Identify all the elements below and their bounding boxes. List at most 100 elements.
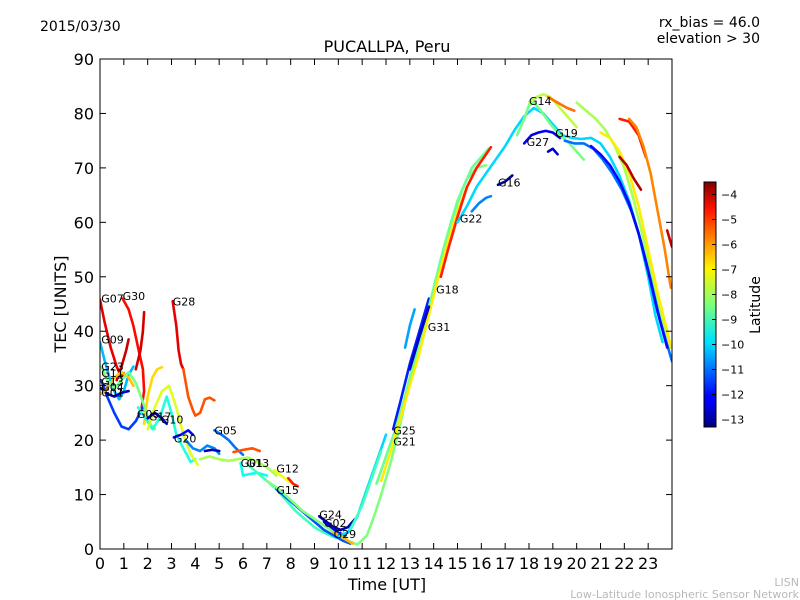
satellite-label: G15	[276, 484, 299, 497]
rx-bias-label: rx_bias = 46.0	[659, 15, 760, 31]
x-tick-label: 6	[238, 554, 248, 573]
tec-track	[546, 147, 559, 156]
x-tick-label: 21	[590, 554, 610, 573]
satellite-label: G07	[101, 293, 124, 306]
x-tick-label: 23	[638, 554, 658, 573]
satellite-label: G10	[161, 413, 184, 426]
credit-line-1: LISN	[774, 576, 799, 589]
x-tick-label: 20	[566, 554, 586, 573]
x-axis-label: Time [UT]	[347, 575, 426, 594]
tec-track	[203, 448, 221, 453]
tec-track	[121, 297, 146, 409]
x-tick-label: 19	[543, 554, 563, 573]
colorbar-label: Latitude	[748, 276, 764, 334]
colorbar-tick-label: −8	[721, 289, 737, 302]
colorbar-tick-label: −5	[721, 214, 737, 227]
satellite-label: G05	[214, 424, 237, 437]
x-tick-label: 11	[352, 554, 372, 573]
x-tick-label: 5	[214, 554, 224, 573]
colorbar-ticks: −4 −5 −6 −7 −8 −9 −10 −11 −12 −13	[712, 189, 744, 427]
colorbar-tick-label: −13	[721, 414, 744, 427]
tec-track	[100, 370, 135, 396]
satellite-label: G16	[498, 177, 521, 190]
x-tick-label: 16	[471, 554, 491, 573]
x-tick-label: 9	[309, 554, 319, 573]
satellite-label: G29	[334, 528, 357, 541]
date-label: 2015/03/30	[40, 19, 121, 35]
satellite-label: G21	[393, 436, 416, 449]
satellite-label: G17	[149, 411, 172, 424]
y-tick-label: 80	[74, 104, 94, 123]
x-tick-label: 4	[190, 554, 200, 573]
tec-track	[665, 229, 672, 249]
tec-track	[100, 387, 130, 398]
satellite-label: G31	[428, 321, 451, 334]
tec-track	[142, 365, 164, 426]
tec-track	[599, 131, 672, 349]
y-axis-ticks: 0 10 20 30 40 50 60 70 80 90	[74, 50, 672, 559]
tec-track	[515, 101, 586, 161]
tec-track	[522, 129, 562, 145]
x-tick-label: 17	[495, 554, 515, 573]
tec-track	[172, 429, 195, 439]
x-axis-ticks: 0 1 2 3 4 5 6 7 8 9 10 11 12 13 14 15 16 17 18 19 20 21 22 23	[95, 59, 658, 573]
satellite-label: G22	[460, 213, 483, 226]
tec-track	[146, 411, 168, 426]
x-tick-label: 10	[328, 554, 348, 573]
tec-track	[403, 308, 416, 349]
tec-track	[618, 155, 643, 191]
tec-track	[349, 449, 383, 532]
tec-track	[100, 365, 157, 431]
colorbar-tick-label: −10	[721, 339, 744, 352]
tec-track	[546, 95, 576, 112]
satellite-label: G04	[101, 381, 124, 394]
x-tick-label: 14	[423, 554, 443, 573]
x-tick-label: 18	[519, 554, 539, 573]
x-tick-label: 8	[286, 554, 296, 573]
y-tick-label: 20	[74, 431, 94, 450]
colorbar	[703, 181, 717, 428]
satellite-label: G13	[101, 375, 124, 388]
y-tick-label: 50	[74, 268, 94, 287]
tec-track	[100, 378, 145, 431]
colorbar-tick-label: −9	[721, 314, 737, 327]
tec-track	[439, 145, 493, 279]
satellite-label: G20	[174, 433, 197, 446]
satellite-label: G19	[555, 127, 578, 140]
tec-track	[408, 305, 431, 371]
tec-track	[332, 531, 354, 545]
tec-tracks	[100, 93, 672, 546]
colorbar-tick-label: −6	[721, 239, 737, 252]
x-tick-label: 15	[447, 554, 467, 573]
satellite-label: G06	[137, 408, 160, 421]
colorbar-tick-label: −12	[721, 389, 744, 402]
tec-track	[375, 147, 490, 485]
satellite-label: G30	[123, 290, 146, 303]
satellite-label: G28	[173, 295, 196, 308]
tec-track	[496, 174, 514, 187]
satellite-label: G14	[529, 95, 552, 108]
tec-track	[232, 447, 261, 454]
tec-track	[146, 384, 199, 466]
satellite-label: G25	[393, 424, 416, 437]
satellite-label: G24	[319, 509, 342, 522]
tec-track	[391, 297, 431, 431]
y-tick-label: 60	[74, 213, 94, 232]
x-tick-label: 22	[614, 554, 634, 573]
satellite-label: G23	[101, 361, 124, 374]
colorbar-tick-label: −4	[721, 189, 737, 202]
elevation-label: elevation > 30	[657, 31, 760, 47]
x-tick-label: 7	[262, 554, 272, 573]
x-tick-label: 1	[119, 554, 129, 573]
y-tick-label: 10	[74, 486, 94, 505]
satellite-label: G01	[241, 457, 264, 470]
tec-track	[171, 300, 185, 371]
satellite-label: G18	[436, 283, 459, 296]
satellite-label: G01	[101, 387, 124, 400]
x-tick-label: 3	[166, 554, 176, 573]
tec-track	[379, 185, 469, 483]
tec-track	[627, 117, 672, 289]
x-tick-label: 0	[95, 554, 105, 573]
satellite-label: G02	[324, 517, 347, 530]
